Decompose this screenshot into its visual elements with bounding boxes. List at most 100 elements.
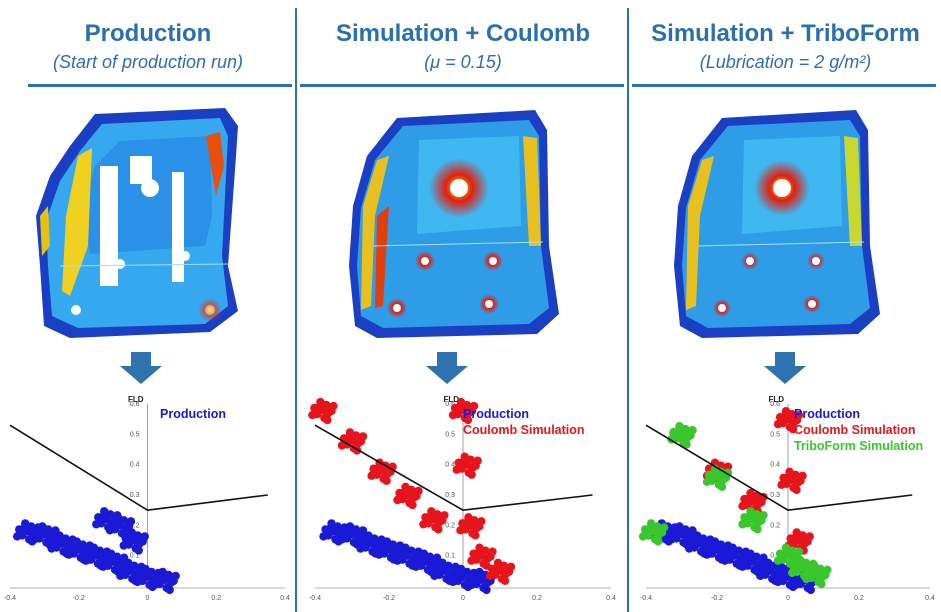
data-point bbox=[740, 555, 749, 564]
series-production bbox=[319, 519, 497, 595]
x-tick-label: 0.4 bbox=[280, 595, 290, 602]
data-point bbox=[440, 511, 449, 520]
data-point bbox=[723, 462, 733, 471]
data-point bbox=[430, 571, 439, 581]
data-point bbox=[141, 564, 150, 574]
fld-limit-curve bbox=[645, 424, 913, 511]
data-point bbox=[393, 556, 402, 565]
data-point bbox=[395, 549, 404, 558]
data-point bbox=[792, 485, 801, 495]
x-tick-label: 0 bbox=[461, 595, 465, 602]
series-triboform-simulation bbox=[638, 422, 832, 589]
data-point bbox=[791, 580, 800, 590]
data-point bbox=[638, 532, 648, 541]
data-point bbox=[738, 501, 747, 511]
data-point bbox=[434, 525, 443, 534]
data-point bbox=[788, 568, 797, 577]
data-point bbox=[471, 531, 480, 540]
data-point bbox=[319, 532, 328, 541]
data-point bbox=[308, 410, 317, 420]
y-tick-label: 0.6 bbox=[130, 401, 140, 408]
data-point bbox=[150, 580, 159, 590]
data-point bbox=[756, 571, 765, 581]
y-tick-label: 0.3 bbox=[130, 492, 140, 499]
data-point bbox=[66, 543, 75, 552]
data-point bbox=[746, 507, 755, 516]
data-point bbox=[358, 526, 368, 535]
data-point bbox=[475, 567, 484, 577]
data-point bbox=[687, 537, 696, 546]
data-point bbox=[321, 525, 330, 534]
y-tick-label: 0.2 bbox=[130, 522, 140, 529]
data-point bbox=[785, 467, 794, 477]
data-point bbox=[38, 522, 47, 531]
y-tick-label: 0.2 bbox=[445, 522, 455, 529]
data-point bbox=[475, 543, 484, 552]
data-point bbox=[456, 526, 465, 535]
data-point bbox=[728, 543, 737, 552]
data-point bbox=[106, 549, 116, 558]
panel-title: Production bbox=[84, 20, 212, 47]
data-point bbox=[367, 471, 376, 480]
data-point bbox=[14, 525, 24, 534]
data-point bbox=[358, 432, 368, 441]
data-point bbox=[469, 401, 479, 411]
data-point bbox=[817, 579, 826, 589]
data-point bbox=[171, 571, 180, 581]
data-point bbox=[450, 403, 460, 413]
data-point bbox=[717, 482, 727, 491]
data-point bbox=[98, 562, 108, 571]
data-point bbox=[450, 570, 460, 580]
data-point bbox=[89, 543, 99, 552]
data-point bbox=[456, 397, 466, 407]
x-tick-label: -0.2 bbox=[383, 595, 395, 602]
y-tick-label: 0.4 bbox=[770, 462, 780, 469]
strain-contour-image bbox=[36, 108, 238, 338]
data-point bbox=[438, 558, 447, 568]
data-point bbox=[704, 543, 714, 552]
data-point bbox=[458, 519, 467, 528]
x-tick-label: 0.4 bbox=[925, 595, 935, 602]
data-point bbox=[710, 537, 720, 546]
data-point bbox=[20, 519, 30, 528]
data-point bbox=[463, 415, 473, 425]
data-point bbox=[382, 476, 391, 485]
data-point bbox=[477, 517, 486, 526]
data-point bbox=[165, 585, 174, 595]
data-point bbox=[126, 517, 136, 526]
data-point bbox=[92, 520, 101, 529]
fld-chart: -0.4 -0.2 0 0.2 0.4 0.6 0.5 0.4 0.3 0.2 0.1 FLD Prod… bbox=[638, 395, 935, 602]
data-point bbox=[345, 522, 355, 531]
data-point bbox=[454, 458, 463, 467]
data-point bbox=[316, 397, 325, 407]
data-point bbox=[720, 556, 729, 565]
fld-limit-curve bbox=[9, 424, 268, 511]
data-point bbox=[55, 531, 64, 540]
data-point bbox=[345, 428, 355, 437]
data-point bbox=[464, 513, 473, 522]
panel-production: Production (Start of production run) -0.… bbox=[0, 0, 296, 612]
data-point bbox=[119, 541, 128, 550]
data-point bbox=[746, 549, 755, 558]
data-point bbox=[810, 561, 819, 571]
data-point bbox=[107, 519, 117, 528]
data-point bbox=[135, 570, 144, 580]
y-tick-label: 0.3 bbox=[770, 492, 780, 499]
data-point bbox=[30, 535, 39, 544]
data-point bbox=[773, 556, 783, 565]
data-point bbox=[364, 531, 373, 540]
data-point bbox=[467, 580, 476, 590]
data-point bbox=[452, 465, 461, 474]
data-point bbox=[487, 564, 497, 574]
data-point bbox=[792, 528, 801, 537]
y-tick-label: 0.5 bbox=[770, 431, 780, 438]
data-point bbox=[702, 550, 712, 559]
data-point bbox=[682, 440, 691, 449]
data-point bbox=[740, 513, 749, 522]
data-point bbox=[775, 412, 785, 422]
data-point bbox=[779, 473, 788, 483]
legend-entry: Coulomb Simulation bbox=[463, 423, 585, 437]
data-point bbox=[94, 513, 103, 522]
data-point bbox=[419, 520, 428, 529]
data-point bbox=[738, 562, 747, 571]
